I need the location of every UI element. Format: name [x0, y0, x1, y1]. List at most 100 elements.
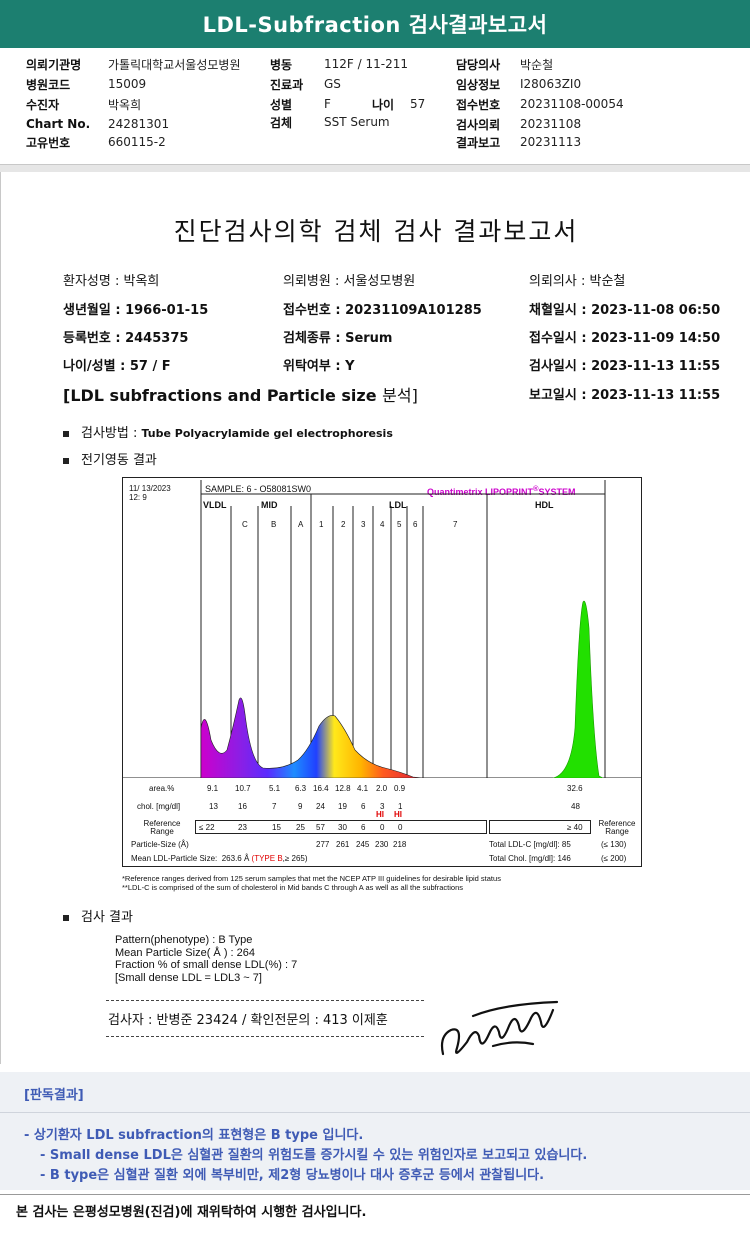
info-label: 담당의사: [456, 57, 501, 72]
row-label-ref-right: Reference Range: [598, 819, 636, 836]
method-line: 검사방법 : Tube Polyacrylamide gel electroph…: [63, 422, 393, 441]
method-value: Tube Polyacrylamide gel electrophoresis: [141, 427, 393, 440]
info-label: 결과보고: [456, 135, 501, 150]
section-divider: [0, 164, 750, 172]
area-val: 4.1: [357, 784, 369, 793]
report-field: 등록번호 : 2445375: [63, 331, 189, 346]
band-label: 7: [453, 520, 458, 529]
electrophoresis-graph: 11/ 13/2023 12: 9 SAMPLE: 6 - O58081SW0 …: [122, 477, 642, 867]
report-title-bar: LDL-Subfraction 검사결과보고서: [0, 0, 750, 48]
area-val: 0.9: [394, 784, 406, 793]
chol-val: 6: [361, 802, 366, 811]
result-pattern: Pattern(phenotype) : B Type: [115, 934, 253, 946]
particle-size-label: Particle-Size (Å): [131, 840, 189, 849]
chol-val: 16: [238, 802, 247, 811]
mean-value: 263.6 Å: [221, 854, 250, 863]
total-ldl-ref: (≤ 130): [601, 840, 627, 849]
electrophoresis-plot: [123, 480, 641, 778]
info-value: GS: [324, 77, 341, 91]
info-patient: 수진자 박옥희: [26, 94, 141, 114]
row-label-chol: chol. [mg/dl]: [137, 802, 181, 811]
ref-val: 6: [361, 823, 366, 832]
footnote-1: *Reference ranges derived from 125 serum…: [122, 874, 501, 883]
result-fraction: Fraction % of small dense LDL(%) : 7: [115, 959, 298, 971]
info-value: F: [324, 97, 331, 111]
info-value: SST Serum: [324, 115, 390, 129]
bullet-icon: [63, 430, 69, 437]
band-dividers: [200, 494, 606, 778]
info-age-label: 나이: [372, 97, 395, 112]
mean-label: Mean LDL-Particle Size:: [131, 854, 218, 863]
particle-val: 230: [375, 840, 389, 849]
handwritten-signature: [440, 1000, 559, 1056]
report-field: 환자성명 : 박옥희: [63, 274, 160, 289]
info-request-date: 검사의뢰 20231108: [456, 114, 581, 134]
ref-val: 23: [238, 823, 247, 832]
chol-val: 3: [380, 802, 385, 811]
dashed-line: [106, 1036, 424, 1037]
band-label: 2: [341, 520, 346, 529]
bullet-icon: [63, 457, 69, 464]
subtitle-ko: 분석]: [382, 386, 418, 405]
chol-val: 1: [398, 802, 403, 811]
group-ldl: LDL: [389, 500, 407, 510]
info-specimen: 검체 SST Serum: [270, 112, 390, 132]
mean-type: (TYPE B: [251, 854, 283, 863]
ref-val: 57: [316, 823, 325, 832]
band-label: C: [242, 520, 248, 529]
info-value: 박순철: [520, 57, 554, 72]
judgment-line: - Small dense LDL은 심혈관 질환의 위험도를 증가시킬 수 있…: [40, 1148, 588, 1163]
ref-val: 0: [380, 823, 385, 832]
judgment-line: - 상기환자 LDL subfraction의 표현형은 B type 입니다.: [24, 1128, 364, 1143]
dashed-line: [106, 1000, 424, 1001]
info-label: 고유번호: [26, 135, 71, 150]
graph-brand: Quantimetrix LIPOPRINT®SYSTEM: [427, 484, 576, 497]
band-label: 3: [361, 520, 366, 529]
electro-label: 전기영동 결과: [81, 453, 157, 468]
report-field: 채혈일시 : 2023-11-08 06:50: [529, 303, 721, 318]
info-label: 의뢰기관명: [26, 57, 82, 72]
ref-val: 30: [338, 823, 347, 832]
ref-val: ≤ 22: [199, 823, 215, 832]
info-label: 임상정보: [456, 77, 501, 92]
group-mid: MID: [261, 500, 278, 510]
chol-val: 7: [272, 802, 277, 811]
hdl-chol-val: 48: [571, 802, 580, 811]
band-label: B: [271, 520, 277, 529]
chol-val: 13: [209, 802, 218, 811]
lipid-profile-area: [200, 697, 424, 778]
hi-flag: HI: [376, 810, 384, 819]
area-val: 2.0: [376, 784, 388, 793]
chol-val: 19: [338, 802, 347, 811]
footer-note: 본 검사는 은평성모병원(진검)에 재위탁하여 시행한 검사입니다.: [0, 1194, 750, 1224]
brand-tail: SYSTEM: [538, 487, 576, 497]
brand-sup: ®: [533, 484, 539, 493]
report-field: 검체종류 : Serum: [283, 331, 393, 346]
info-label: 검사의뢰: [456, 117, 501, 132]
particle-val: 218: [393, 840, 407, 849]
graph-date: 11/ 13/2023: [129, 484, 171, 493]
total-ldl: Total LDL-C [mg/dl]: 85: [489, 840, 571, 849]
mean-tail: ,≥ 265): [282, 854, 308, 863]
chol-val: 9: [298, 802, 303, 811]
result-small-dense: [Small dense LDL = LDL3 ~ 7]: [115, 971, 262, 984]
report-subtitle: [LDL subfractions and Particle size 분석]: [63, 382, 418, 406]
result-mean-size: Mean Particle Size( Å ) : 264: [115, 946, 256, 959]
ref-val: 0: [398, 823, 403, 832]
mean-size-line: Mean LDL-Particle Size: 263.6 Å (TYPE B,…: [131, 854, 308, 863]
info-report-date: 결과보고 20231113: [456, 132, 581, 152]
hi-flag: HI: [394, 810, 402, 819]
report-field: 접수번호 : 20231109A101285: [283, 303, 482, 318]
info-value: 112F / 11-211: [324, 57, 408, 71]
signature-block: 검사자 : 반병준 23424 / 확인전문의 : 413 이제훈: [106, 1000, 426, 1037]
info-value: 24281301: [108, 117, 170, 131]
total-chol: Total Chol. [mg/dl]: 146: [489, 854, 571, 863]
row-label-ref: Reference Range: [143, 819, 181, 836]
electro-line: 전기영동 결과: [63, 449, 157, 468]
band-label: 1: [319, 520, 324, 529]
info-value: 15009: [108, 77, 147, 91]
particle-val: 261: [336, 840, 350, 849]
info-label: 진료과: [270, 77, 304, 92]
report-time: 보고일시 : 2023-11-13 11:55: [529, 388, 721, 403]
info-department: 진료과 GS: [270, 74, 341, 94]
